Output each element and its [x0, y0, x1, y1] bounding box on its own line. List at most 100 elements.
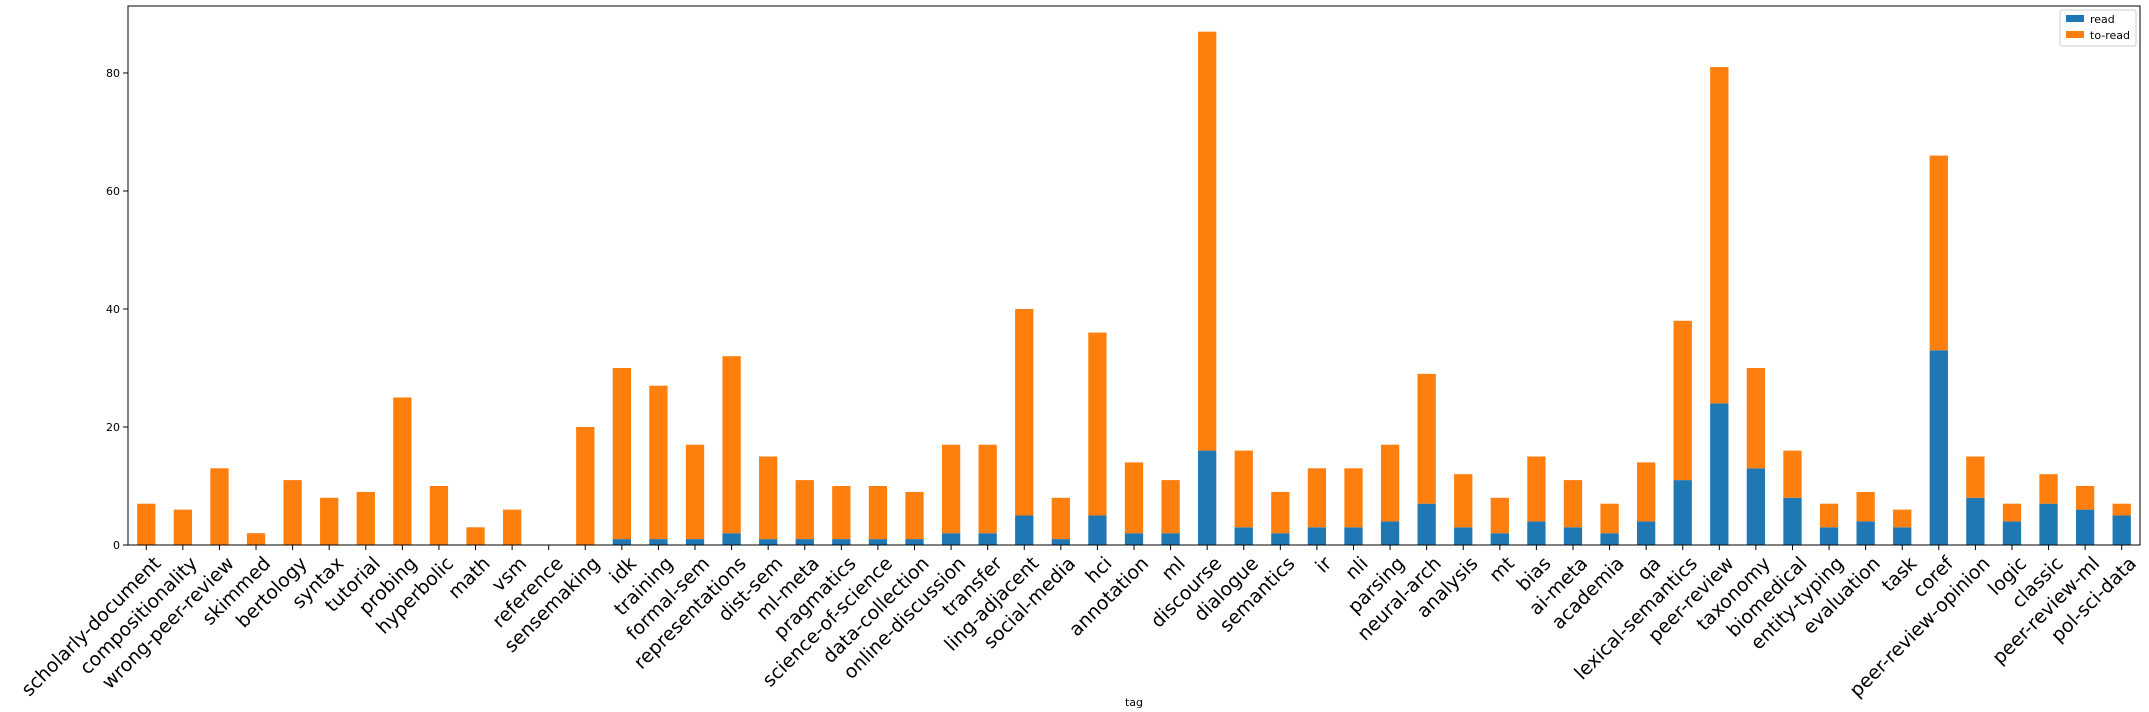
bar-read-online-discussion: [941, 533, 961, 545]
y-tick-label: 0: [113, 539, 120, 552]
bar-to-read-data-collection: [905, 491, 924, 540]
bar-read-analysis: [1454, 527, 1473, 545]
bar-to-read-math: [466, 527, 485, 545]
bar-to-read-ml-meta: [795, 480, 814, 540]
bar-to-read-ling-adjacent: [1015, 308, 1034, 516]
bar-to-read-mt: [1490, 497, 1509, 534]
bar-to-read-ml: [1161, 480, 1180, 534]
bar-to-read-task: [1893, 509, 1912, 528]
bar-read-peer-review-ml: [2075, 509, 2095, 545]
bar-to-read-idk: [612, 367, 631, 540]
bar-to-read-dist-sem: [759, 456, 778, 540]
bar-to-read-hyperbolic: [429, 485, 449, 545]
bar-read-coref: [1929, 350, 1948, 545]
bar-read-neural-arch: [1417, 503, 1436, 545]
bar-to-read-logic: [2002, 503, 2022, 522]
y-tick-label: 40: [106, 303, 120, 316]
bar-to-read-ai-meta: [1563, 480, 1583, 528]
bar-to-read-entity-typing: [1819, 503, 1839, 528]
bar-to-read-online-discussion: [941, 444, 961, 534]
bar-read-entity-typing: [1819, 527, 1839, 545]
bar-read-nli: [1344, 527, 1363, 545]
bar-to-read-bias: [1527, 456, 1546, 522]
bar-to-read-evaluation: [1856, 491, 1875, 522]
bar-read-lexical-semantics: [1673, 480, 1692, 545]
bar-to-read-transfer: [978, 444, 997, 534]
bar-to-read-representations: [722, 356, 741, 534]
bar-to-read-dialogue: [1234, 450, 1253, 528]
bar-read-data-collection: [905, 539, 924, 545]
bar-to-read-semantics: [1271, 491, 1290, 534]
bar-read-transfer: [978, 533, 997, 545]
legend-swatch-read: [2066, 15, 2084, 22]
bar-read-dialogue: [1234, 527, 1253, 545]
x-tick-label-ir: ir: [1311, 552, 1336, 577]
bar-to-read-pol-sci-data: [2112, 503, 2131, 516]
bar-to-read-social-media: [1051, 497, 1070, 540]
bar-to-read-annotation: [1124, 462, 1144, 534]
bar-to-read-vsm: [502, 509, 522, 545]
y-tick-label: 80: [106, 67, 120, 80]
bar-to-read-bertology: [283, 480, 302, 545]
bar-read-ml: [1161, 533, 1180, 545]
bar-read-discourse: [1198, 450, 1217, 545]
bar-read-semantics: [1271, 533, 1290, 545]
bar-to-read-training: [649, 385, 668, 540]
bar-to-read-qa: [1637, 462, 1656, 522]
y-tick-label: 20: [106, 421, 120, 434]
legend-swatch-to-read: [2066, 31, 2084, 38]
bar-read-ir: [1307, 527, 1327, 545]
y-axis: 0 20 40 60 80: [106, 67, 128, 552]
bar-read-ml-meta: [795, 539, 814, 545]
bar-to-read-parsing: [1380, 444, 1400, 522]
bar-read-science-of-science: [868, 539, 888, 545]
bar-read-biomedical: [1783, 497, 1802, 545]
bar-to-read-hci: [1088, 332, 1107, 516]
bar-to-read-coref: [1929, 155, 1948, 351]
bar-read-bias: [1527, 521, 1546, 545]
legend-label-read: read: [2090, 13, 2115, 26]
bar-read-ling-adjacent: [1015, 515, 1034, 545]
bar-to-read-compositionality: [173, 509, 193, 545]
bars-group: [137, 31, 2131, 545]
bar-read-mt: [1490, 533, 1509, 545]
bar-to-read-tutorial: [356, 491, 375, 545]
bar-read-peer-review-opinion: [1966, 497, 1985, 545]
bar-to-read-neural-arch: [1417, 373, 1436, 504]
bar-to-read-pragmatics: [832, 485, 851, 540]
bar-read-annotation: [1124, 533, 1144, 545]
bar-read-formal-sem: [685, 539, 705, 545]
bar-to-read-discourse: [1198, 31, 1217, 451]
bar-to-read-peer-review-ml: [2075, 485, 2095, 510]
bar-read-classic: [2039, 503, 2058, 545]
bar-read-taxonomy: [1746, 468, 1766, 545]
bar-read-dist-sem: [759, 539, 778, 545]
bar-read-pragmatics: [832, 539, 851, 545]
bar-to-read-sensemaking: [576, 426, 595, 545]
bar-read-social-media: [1051, 539, 1070, 545]
legend-label-to-read: to-read: [2090, 29, 2130, 42]
x-tick-label-math: math: [444, 553, 495, 604]
bar-read-representations: [722, 533, 741, 545]
bar-to-read-probing: [393, 397, 412, 545]
bar-read-idk: [612, 539, 631, 545]
bar-to-read-biomedical: [1783, 450, 1802, 498]
bar-to-read-peer-review-opinion: [1966, 456, 1985, 498]
bar-to-read-syntax: [320, 497, 339, 545]
bar-read-hci: [1088, 515, 1107, 545]
bar-read-academia: [1600, 533, 1619, 545]
bar-read-pol-sci-data: [2112, 515, 2131, 545]
bar-to-read-nli: [1344, 468, 1363, 528]
bar-to-read-wrong-peer-review: [210, 468, 229, 545]
bar-read-ai-meta: [1563, 527, 1583, 545]
y-tick-label: 60: [106, 185, 120, 198]
bar-to-read-formal-sem: [685, 444, 705, 540]
bar-to-read-taxonomy: [1746, 367, 1766, 469]
bar-to-read-analysis: [1454, 474, 1473, 528]
bar-read-qa: [1637, 521, 1656, 545]
bar-to-read-classic: [2039, 474, 2058, 504]
bar-to-read-peer-review: [1710, 67, 1729, 404]
bar-to-read-lexical-semantics: [1673, 320, 1692, 481]
bar-to-read-ir: [1307, 468, 1327, 528]
